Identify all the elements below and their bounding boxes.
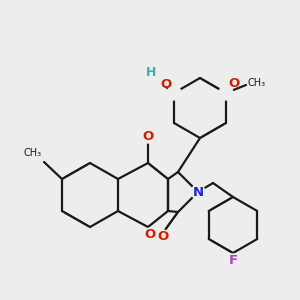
Text: O: O: [228, 77, 239, 90]
Circle shape: [143, 228, 157, 242]
Circle shape: [226, 254, 240, 268]
Circle shape: [141, 129, 155, 143]
Text: CH₃: CH₃: [248, 78, 266, 88]
Text: N: N: [192, 185, 204, 199]
Text: O: O: [158, 230, 169, 244]
Text: H: H: [146, 66, 156, 79]
Circle shape: [149, 72, 167, 90]
Circle shape: [191, 185, 205, 199]
Text: O: O: [142, 130, 154, 142]
Circle shape: [156, 230, 170, 244]
Text: CH₃: CH₃: [24, 148, 42, 158]
Text: O: O: [161, 78, 172, 91]
Text: O: O: [144, 229, 156, 242]
Circle shape: [167, 86, 181, 100]
Circle shape: [219, 86, 233, 100]
Text: F: F: [228, 254, 238, 268]
